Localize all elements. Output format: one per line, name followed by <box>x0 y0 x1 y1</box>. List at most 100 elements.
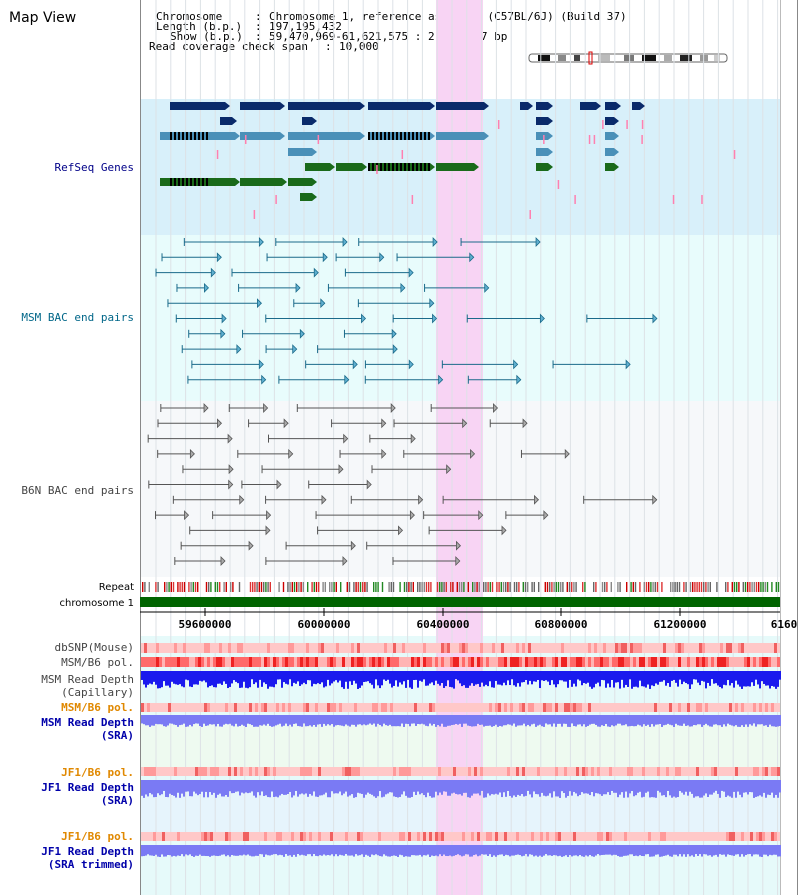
read-depth-bar <box>367 780 369 793</box>
msm-bac-end-pairs-label[interactable]: MSM BAC end pairs <box>21 311 134 324</box>
msm-b6-pol-label[interactable]: MSM/B6 pol. <box>61 656 134 669</box>
jf1-b6-pol-label[interactable]: JF1/B6 pol. <box>61 766 134 779</box>
read-depth-bar <box>309 715 311 726</box>
read-depth-bar <box>597 715 599 727</box>
read-depth-bar <box>147 780 149 797</box>
refseq-genes-label[interactable]: RefSeq Genes <box>54 161 134 174</box>
read-depth-bar <box>203 715 205 724</box>
polymorphism-cell <box>543 657 546 667</box>
polymorphism-cell <box>753 767 756 776</box>
gene-marker <box>672 195 675 204</box>
read-depth-bar <box>363 780 365 798</box>
repeat-track[interactable] <box>142 582 780 592</box>
read-depth-bar <box>765 671 767 686</box>
read-depth-bar <box>587 780 589 794</box>
axis-tick-label: 60400000 <box>416 618 470 631</box>
read-depth-bar <box>447 845 449 857</box>
jf1-b6-pol-2-label[interactable]: JF1/B6 pol. <box>61 830 134 843</box>
read-depth-bar <box>583 845 585 857</box>
msm-bac-track[interactable] <box>155 237 658 385</box>
bac-end-arrow <box>350 540 356 551</box>
polymorphism-cell <box>579 703 582 712</box>
polymorphism-cell <box>420 832 423 841</box>
msm-b6-pol-2-label[interactable]: MSM/B6 pol. <box>61 701 134 714</box>
polymorphism-cell <box>549 657 552 667</box>
polymorphism-cell <box>504 767 507 776</box>
read-depth-bar <box>415 845 417 856</box>
read-depth-bar <box>151 780 153 795</box>
read-depth-bar <box>723 780 725 792</box>
polymorphism-cell <box>459 703 462 712</box>
read-depth-bar <box>341 715 343 726</box>
gene-exon <box>198 132 200 140</box>
polymorphism-cell <box>507 643 510 653</box>
polymorphism-cell <box>300 832 303 841</box>
read-depth-bar <box>273 671 275 688</box>
polymorphism-cell <box>720 657 723 667</box>
read-depth-bar <box>347 715 349 726</box>
jf1-read-depth-sra-label[interactable]: JF1 Read Depth <box>41 781 134 794</box>
gene-exon <box>416 163 418 171</box>
refseq-genes-track[interactable] <box>160 102 736 219</box>
read-depth-bar <box>391 671 393 688</box>
read-depth-bar <box>695 780 697 797</box>
gene-feature <box>605 163 614 171</box>
read-depth-bar <box>627 780 629 798</box>
dbsnp-label[interactable]: dbSNP(Mouse) <box>54 641 134 654</box>
polymorphism-cell <box>687 703 690 712</box>
chromosome-1-label[interactable]: chromosome 1 <box>59 598 134 609</box>
polymorphism-cell <box>279 643 282 653</box>
polymorphism-cell <box>312 643 315 653</box>
polymorphism-cell <box>672 657 675 667</box>
read-depth-bar <box>607 845 609 855</box>
read-depth-bar <box>143 845 145 857</box>
b6n-bac-track[interactable] <box>147 403 658 566</box>
read-depth-bar <box>659 845 661 857</box>
heat-tracks[interactable] <box>141 643 780 841</box>
polymorphism-cell <box>681 643 684 653</box>
read-depth-tracks[interactable] <box>141 671 781 857</box>
polymorphism-cell <box>660 767 663 776</box>
read-depth-bar <box>283 715 285 726</box>
polymorphism-cell <box>624 767 627 776</box>
read-depth-bar <box>173 671 175 684</box>
read-depth-bar <box>539 715 541 725</box>
polymorphism-cell <box>663 703 666 712</box>
chromosome-ideogram[interactable] <box>528 51 730 65</box>
read-depth-bar <box>213 671 215 688</box>
read-depth-bar <box>265 780 267 796</box>
polymorphism-cell <box>420 703 423 712</box>
polymorphism-cell <box>228 767 231 776</box>
gene-exon <box>202 132 204 140</box>
read-depth-bar <box>545 715 547 724</box>
read-depth-bar <box>669 671 671 687</box>
read-depth-bar <box>661 780 663 796</box>
polymorphism-cell <box>345 832 348 841</box>
polymorphism-cell <box>435 832 438 841</box>
read-depth-bar <box>573 671 575 684</box>
polymorphism-cell <box>357 767 360 776</box>
repeat-element <box>557 582 560 592</box>
msm-read-depth-capillary-label[interactable]: MSM Read Depth <box>41 673 134 686</box>
read-depth-bar <box>431 780 433 798</box>
msm-read-depth-sra-label[interactable]: MSM Read Depth <box>41 716 134 729</box>
b6n-bac-end-pairs-label[interactable]: B6N BAC end pairs <box>21 484 134 497</box>
gene-exon <box>202 178 204 186</box>
read-depth-bar <box>593 845 595 857</box>
polymorphism-cell <box>237 703 240 712</box>
gene-exon <box>384 163 386 171</box>
read-depth-bar <box>377 845 379 856</box>
polymorphism-cell <box>351 643 354 653</box>
jf1-read-depth-trimmed-label[interactable]: JF1 Read Depth <box>41 845 134 858</box>
read-depth-bar <box>411 671 413 689</box>
polymorphism-cell <box>168 703 171 712</box>
read-depth-bar <box>455 671 457 680</box>
polymorphism-cell <box>228 643 231 653</box>
polymorphism-cell <box>585 767 588 776</box>
read-depth-bar <box>693 845 695 857</box>
polymorphism-cell <box>414 767 417 776</box>
repeat-label[interactable]: Repeat <box>98 582 134 593</box>
read-depth-bar <box>213 845 215 856</box>
read-depth-bar <box>199 780 201 795</box>
